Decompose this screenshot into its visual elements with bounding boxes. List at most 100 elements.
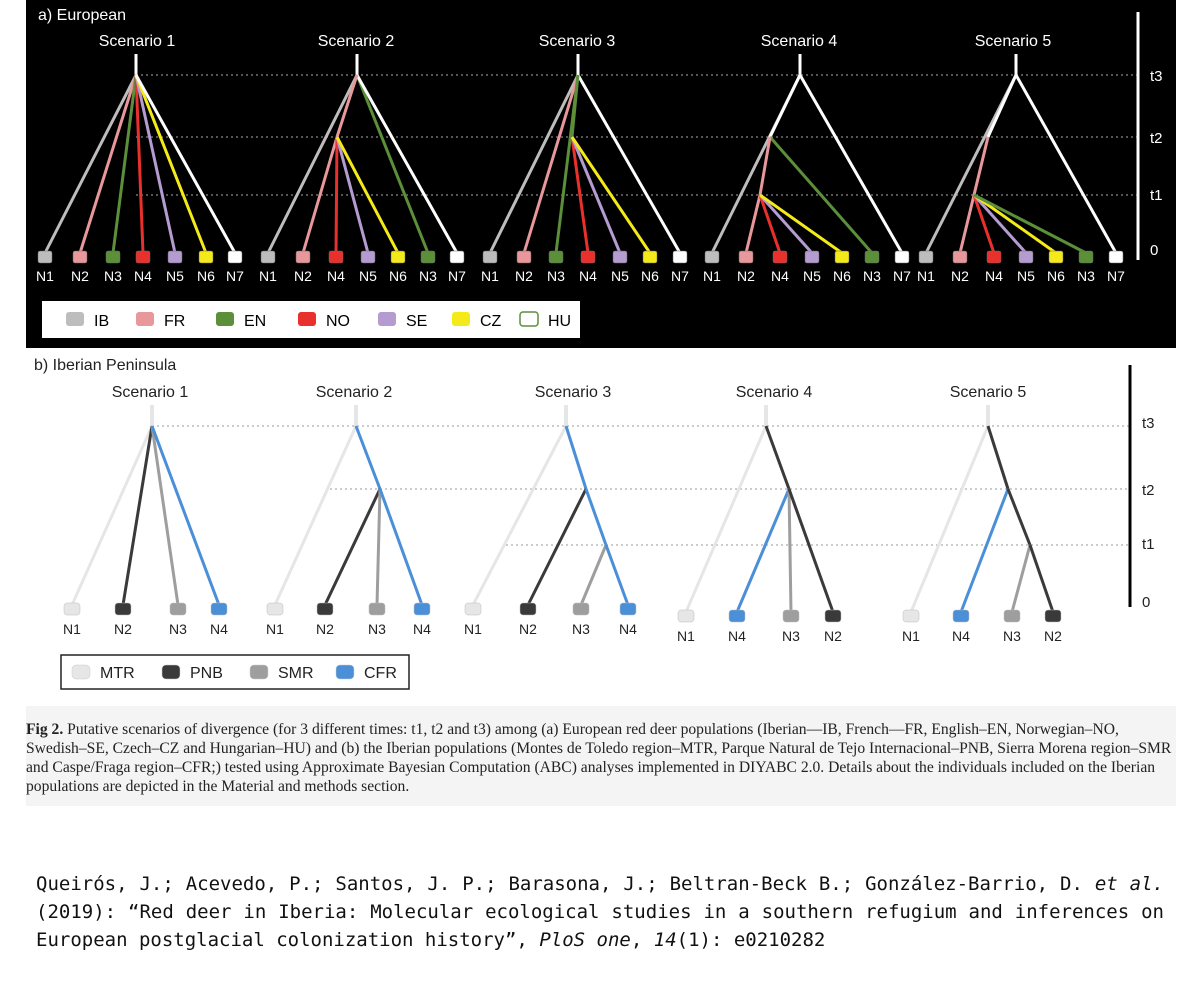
population-node-b [413, 602, 431, 616]
leaf-label-a: N7 [448, 268, 466, 284]
leaf-label-a: N4 [327, 268, 345, 284]
tree-branch-a [570, 136, 622, 254]
population-node-a [1078, 250, 1094, 264]
leaf-label-a: N4 [985, 268, 1003, 284]
caption-text: Putative scenarios of divergence (for 3 … [26, 721, 1172, 795]
population-node-a [1048, 250, 1064, 264]
leaf-label-b: N2 [519, 621, 537, 637]
population-node-b [316, 602, 334, 616]
time-label-b: 0 [1142, 594, 1150, 611]
leaf-label-a: N3 [1077, 268, 1095, 284]
tree-branch-a [334, 136, 339, 254]
leaf-label-b: N3 [782, 628, 800, 644]
legend-swatch-a [66, 312, 84, 326]
population-node-a [260, 250, 276, 264]
tree-branch-b [604, 544, 630, 606]
tree-branch-a [355, 74, 430, 254]
population-node-a [642, 250, 658, 264]
tree-branch-a [744, 194, 762, 254]
leaf-label-b: N4 [413, 621, 431, 637]
legend-swatch-a [378, 312, 396, 326]
tree-branch-a [758, 194, 782, 254]
tree-branch-a [488, 74, 580, 254]
legend-label-b: SMR [278, 665, 314, 682]
scenario-title-a: Scenario 3 [539, 33, 616, 50]
population-node-b [368, 602, 386, 616]
legend-swatch-a [452, 312, 470, 326]
tree-branch-a [576, 74, 682, 254]
scenario-title-a: Scenario 1 [99, 33, 176, 50]
tree-branch-b [70, 425, 154, 606]
population-node-a [516, 250, 532, 264]
tree-branch-b [150, 425, 221, 606]
tree-branch-b [1010, 544, 1032, 613]
tree-branch-a [266, 74, 359, 254]
population-node-b [902, 609, 920, 623]
population-node-b [728, 609, 746, 623]
leaf-label-b: N4 [952, 628, 970, 644]
population-node-b [210, 602, 228, 616]
tree-branch-a [43, 74, 138, 254]
leaf-label-a: N3 [547, 268, 565, 284]
panel-a-background [26, 0, 1176, 348]
tree-branch-a [134, 74, 177, 254]
population-node-a [738, 250, 754, 264]
population-node-a [328, 250, 344, 264]
leaf-label-b: N2 [316, 621, 334, 637]
citation-etal: et al. [1094, 873, 1164, 895]
tree-branch-a [78, 74, 138, 254]
time-label-a: 0 [1150, 242, 1158, 259]
tree-branch-b [1006, 488, 1032, 546]
tree-branch-a [1014, 74, 1118, 254]
legend-swatch-a [216, 312, 234, 326]
tree-branch-b [150, 425, 180, 606]
tree-branch-b [273, 425, 358, 606]
leaf-label-a: N7 [893, 268, 911, 284]
time-label-b: t2 [1142, 482, 1155, 499]
tree-branch-b [471, 425, 568, 606]
leaf-label-a: N6 [641, 268, 659, 284]
leaf-label-b: N1 [677, 628, 695, 644]
population-node-a [227, 250, 243, 264]
tree-branch-a [958, 194, 976, 254]
leaf-label-b: N3 [572, 621, 590, 637]
leaf-label-a: N1 [917, 268, 935, 284]
leaf-label-a: N7 [671, 268, 689, 284]
leaf-label-b: N2 [824, 628, 842, 644]
population-node-a [834, 250, 850, 264]
time-label-a: t2 [1150, 130, 1163, 147]
legend-swatch-b [161, 664, 181, 680]
scenario-title-b: Scenario 4 [736, 384, 813, 401]
legend-swatch-b [335, 664, 355, 680]
tree-branch-a [972, 194, 996, 254]
tree-branch-b [909, 425, 990, 613]
tree-branch-b [584, 488, 608, 546]
leaf-label-a: N1 [703, 268, 721, 284]
population-node-a [198, 250, 214, 264]
scenario-title-a: Scenario 5 [975, 33, 1052, 50]
figure-caption: Fig 2. Putative scenarios of divergence … [26, 720, 1176, 796]
leaf-label-a: N1 [259, 268, 277, 284]
population-node-a [864, 250, 880, 264]
leaf-label-a: N7 [1107, 268, 1125, 284]
leaf-label-a: N1 [481, 268, 499, 284]
tree-branch-a [134, 74, 237, 254]
tree-branch-b [526, 488, 588, 606]
leaf-label-b: N1 [63, 621, 81, 637]
scenario-title-a: Scenario 4 [761, 33, 838, 50]
leaf-label-a: N6 [1047, 268, 1065, 284]
tree-branch-b [564, 425, 588, 490]
leaf-label-a: N2 [294, 268, 312, 284]
leaf-label-a: N2 [515, 268, 533, 284]
tree-branch-b [787, 488, 835, 613]
population-node-b [169, 602, 187, 616]
tree-branch-b [764, 425, 791, 490]
population-node-a [482, 250, 498, 264]
time-label-b: t1 [1142, 536, 1155, 553]
citation-volume: 14 [653, 929, 677, 951]
leaf-label-a: N3 [419, 268, 437, 284]
leaf-label-a: N6 [197, 268, 215, 284]
population-node-b [677, 609, 695, 623]
leaf-label-a: N4 [134, 268, 152, 284]
leaf-label-b: N3 [368, 621, 386, 637]
